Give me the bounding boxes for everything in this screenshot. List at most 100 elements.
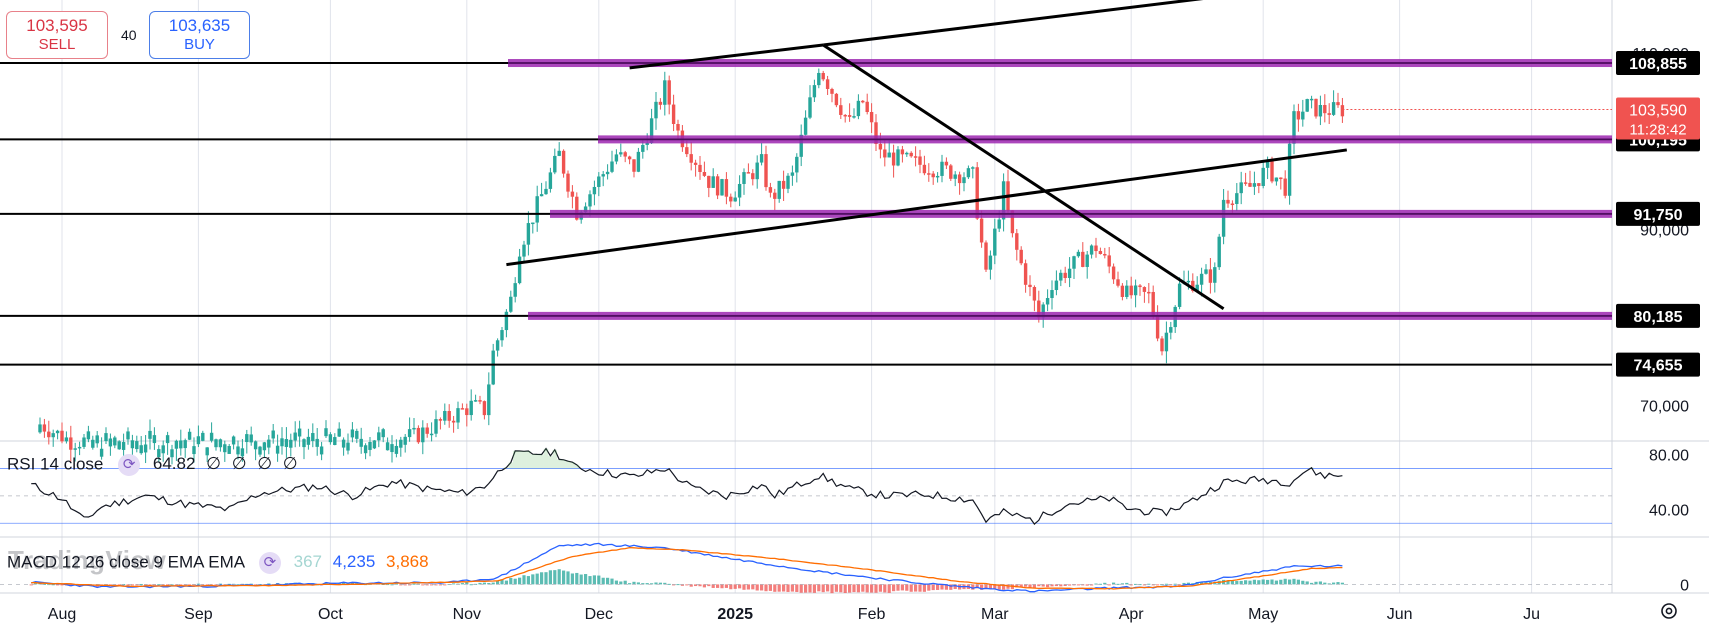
candle-body[interactable] (1195, 284, 1199, 291)
candle-body[interactable] (847, 115, 852, 117)
candle-body[interactable] (931, 173, 935, 178)
candle-body[interactable] (1301, 111, 1305, 120)
candle-body[interactable] (95, 435, 99, 444)
candle-body[interactable] (214, 439, 218, 448)
candle-body[interactable] (1257, 183, 1261, 186)
candle-body[interactable] (676, 124, 680, 131)
candle-body[interactable] (619, 152, 623, 155)
settings-icon[interactable] (1658, 600, 1680, 622)
candle-body[interactable] (1023, 263, 1028, 285)
candle-body[interactable] (623, 152, 627, 157)
candle-body[interactable] (720, 179, 724, 196)
candle-body[interactable] (42, 424, 47, 432)
candle-body[interactable] (773, 192, 777, 199)
candle-body[interactable] (1274, 177, 1279, 182)
candle-body[interactable] (104, 433, 108, 442)
candle-body[interactable] (935, 175, 940, 178)
candle-body[interactable] (649, 118, 654, 143)
candle-body[interactable] (262, 442, 267, 451)
candle-body[interactable] (77, 446, 82, 449)
candle-body[interactable] (698, 164, 702, 172)
candle-body[interactable] (768, 187, 773, 193)
candle-body[interactable] (1010, 210, 1015, 234)
candle-body[interactable] (170, 449, 174, 458)
candle-body[interactable] (733, 197, 737, 202)
candle-body[interactable] (1283, 178, 1287, 196)
candle-body[interactable] (482, 401, 487, 416)
candle-body[interactable] (531, 222, 535, 225)
candle-body[interactable] (834, 93, 839, 106)
candle-body[interactable] (311, 433, 315, 441)
trendline[interactable] (506, 148, 1348, 267)
candle-body[interactable] (425, 427, 429, 434)
rsi-pane[interactable] (0, 447, 1612, 525)
candle-body[interactable] (799, 134, 803, 157)
candle-body[interactable] (293, 432, 297, 441)
candle-body[interactable] (597, 176, 601, 187)
candle-body[interactable] (192, 446, 196, 455)
candle-body[interactable] (821, 72, 825, 80)
candle-body[interactable] (289, 439, 293, 448)
candle-body[interactable] (456, 408, 460, 423)
candle-body[interactable] (161, 445, 165, 454)
candle-body[interactable] (82, 437, 86, 447)
candle-body[interactable] (1226, 199, 1230, 204)
candle-body[interactable] (715, 176, 720, 196)
candle-body[interactable] (500, 330, 504, 341)
candle-body[interactable] (337, 428, 341, 437)
candle-body[interactable] (1081, 251, 1085, 267)
candle-body[interactable] (971, 167, 975, 169)
candle-body[interactable] (900, 149, 905, 155)
candle-body[interactable] (1248, 182, 1252, 187)
candle-body[interactable] (588, 194, 592, 207)
candle-body[interactable] (729, 196, 733, 202)
candle-body[interactable] (157, 449, 161, 458)
candle-body[interactable] (737, 183, 742, 198)
candle-body[interactable] (852, 116, 856, 118)
candle-body[interactable] (627, 156, 632, 160)
candle-body[interactable] (962, 177, 966, 184)
sell-button[interactable]: 103,595 SELL (6, 11, 108, 59)
candle-body[interactable] (548, 172, 553, 189)
candle-body[interactable] (91, 439, 95, 448)
candle-body[interactable] (856, 100, 861, 117)
candle-body[interactable] (997, 219, 1001, 229)
candle-body[interactable] (1037, 300, 1041, 318)
candle-body[interactable] (693, 162, 698, 165)
candle-body[interactable] (689, 154, 693, 163)
candle-body[interactable] (249, 434, 253, 443)
candle-body[interactable] (1103, 254, 1107, 256)
candle-body[interactable] (1067, 268, 1072, 279)
candle-body[interactable] (201, 432, 205, 441)
candle-body[interactable] (385, 442, 390, 451)
candle-body[interactable] (663, 80, 667, 105)
candle-body[interactable] (1054, 280, 1059, 291)
candle-body[interactable] (491, 350, 495, 385)
candle-body[interactable] (403, 436, 407, 445)
candle-body[interactable] (1072, 256, 1076, 269)
candle-body[interactable] (73, 448, 77, 450)
candle-body[interactable] (1028, 284, 1032, 288)
candle-body[interactable] (38, 424, 42, 433)
candle-body[interactable] (636, 151, 641, 172)
refresh-icon[interactable]: ⟳ (118, 454, 141, 476)
candle-body[interactable] (183, 440, 187, 449)
candle-body[interactable] (724, 179, 729, 197)
candle-body[interactable] (610, 161, 614, 172)
candle-body[interactable] (447, 411, 451, 421)
candle-body[interactable] (874, 122, 878, 144)
candle-body[interactable] (284, 439, 289, 447)
candle-body[interactable] (438, 419, 443, 421)
candle-body[interactable] (1169, 327, 1173, 333)
candle-body[interactable] (927, 173, 931, 175)
candle-body[interactable] (86, 431, 91, 440)
candle-body[interactable] (667, 80, 671, 105)
candle-body[interactable] (711, 176, 715, 188)
candle-body[interactable] (817, 72, 821, 86)
candle-body[interactable] (1221, 199, 1226, 237)
candle-body[interactable] (324, 428, 328, 437)
candle-body[interactable] (755, 162, 759, 180)
candle-body[interactable] (1340, 105, 1345, 117)
candle-body[interactable] (1059, 272, 1063, 281)
candle-body[interactable] (702, 171, 707, 176)
